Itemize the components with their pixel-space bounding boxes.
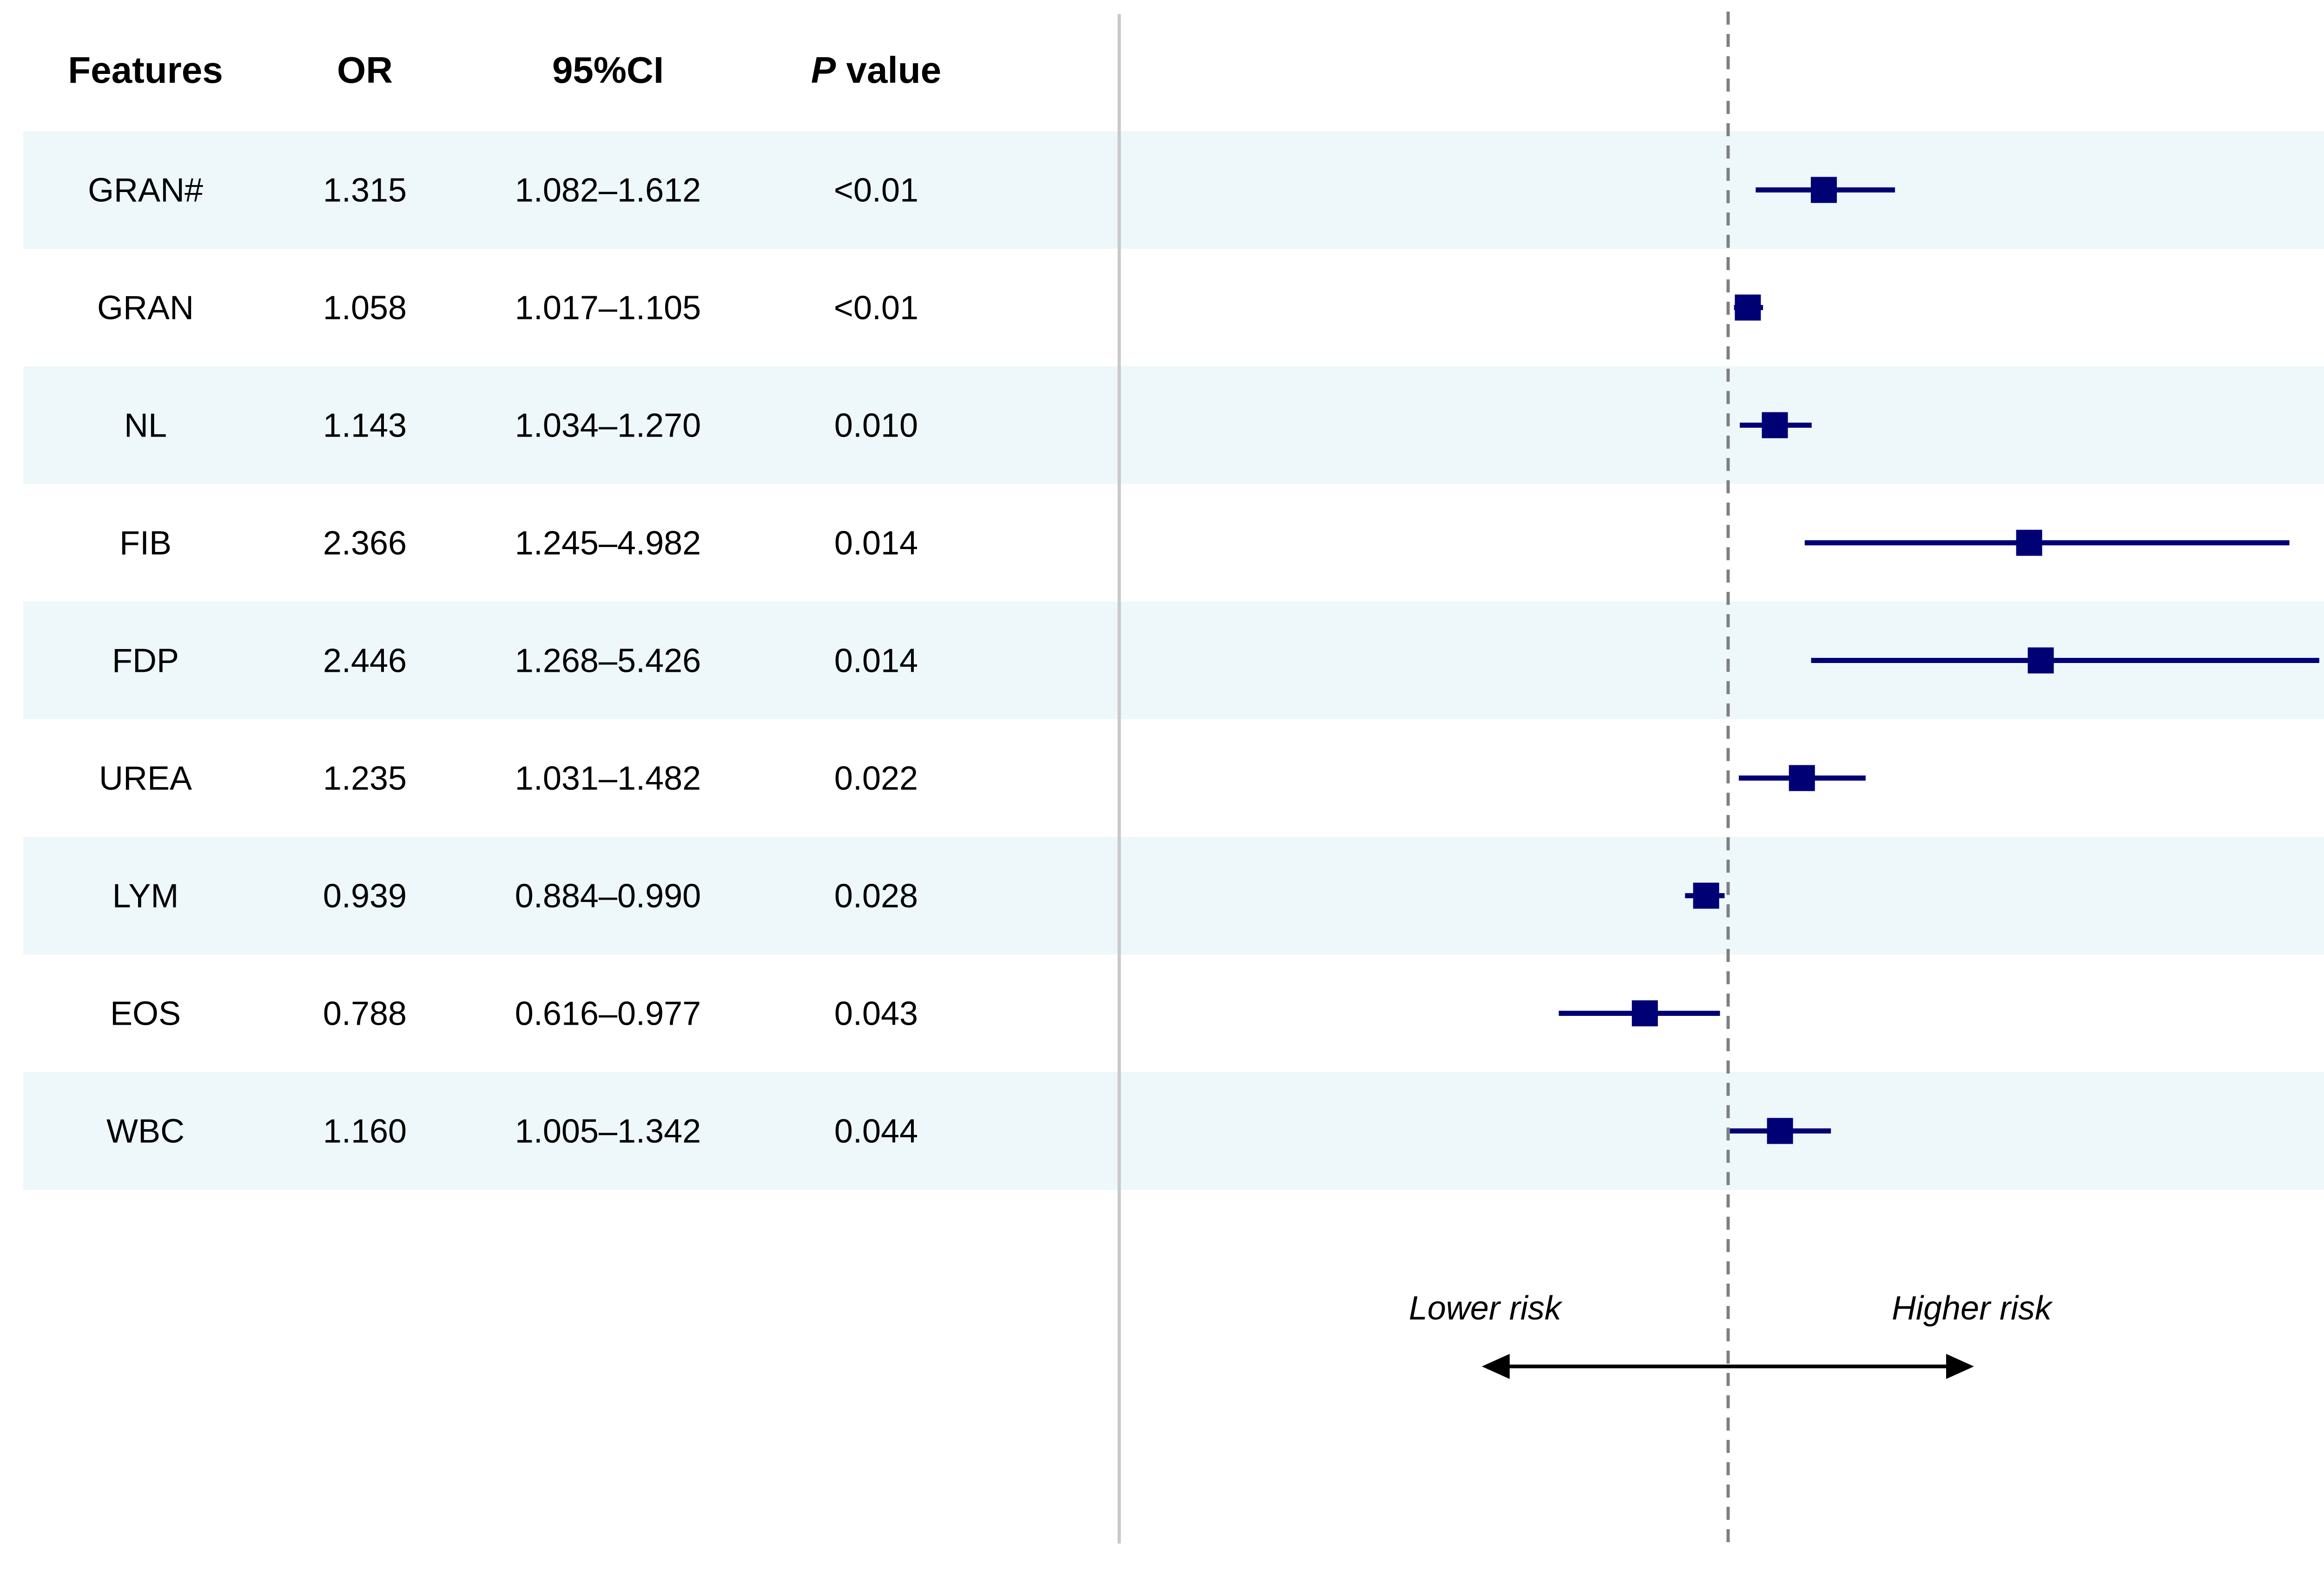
row-stripes (23, 131, 2324, 1190)
lower-risk-label: Lower risk (1409, 1290, 1563, 1327)
arrowhead-right (1946, 1354, 1974, 1379)
feature-label: WBC (106, 1113, 185, 1150)
table-header: Features OR 95%CI P value (68, 49, 941, 91)
or-value: 0.788 (323, 995, 407, 1033)
p-value: 0.014 (834, 525, 918, 562)
p-value: <0.01 (834, 172, 918, 209)
feature-label: LYM (112, 878, 179, 915)
ci-value: 1.082–1.612 (515, 172, 701, 209)
or-value: 1.235 (323, 760, 407, 797)
header-or: OR (337, 49, 393, 91)
p-value: 0.014 (834, 643, 918, 680)
or-value: 1.160 (323, 1113, 407, 1150)
higher-risk-label: Higher risk (1892, 1290, 2053, 1327)
row-stripe (23, 131, 2324, 249)
p-value: 0.010 (834, 407, 918, 444)
header-features: Features (68, 49, 223, 91)
ci-value: 1.017–1.105 (515, 290, 701, 327)
ci-value: 1.034–1.270 (515, 407, 701, 444)
or-value: 1.315 (323, 172, 407, 209)
or-point (1762, 412, 1788, 438)
arrowhead-left (1482, 1354, 1510, 1379)
or-value: 1.143 (323, 407, 407, 444)
row-stripe (23, 1072, 2324, 1190)
p-value: 0.022 (834, 760, 918, 797)
p-value: 0.043 (834, 995, 918, 1033)
ci-value: 1.245–4.982 (515, 525, 701, 562)
risk-annotation: Lower risk Higher risk (1409, 1290, 2053, 1379)
feature-label: FDP (112, 643, 179, 680)
or-value: 1.058 (323, 290, 407, 327)
ci-value: 1.268–5.426 (515, 643, 701, 680)
or-point (2027, 647, 2054, 674)
header-p-italic: P (811, 49, 836, 91)
feature-label: FIB (119, 525, 172, 562)
feature-label: EOS (110, 995, 181, 1033)
or-point (1735, 294, 1761, 321)
or-point (1693, 882, 1719, 909)
or-point (2016, 530, 2042, 556)
or-value: 2.366 (323, 525, 407, 562)
feature-label: GRAN (97, 290, 194, 327)
or-value: 2.446 (323, 643, 407, 680)
or-point (1631, 1000, 1658, 1027)
header-ci: 95%CI (552, 49, 664, 91)
ci-value: 1.031–1.482 (515, 760, 701, 797)
feature-label: GRAN# (88, 172, 203, 209)
header-p-value: P value (811, 49, 941, 91)
header-p-rest: value (836, 49, 941, 91)
feature-label: UREA (99, 760, 192, 797)
ci-value: 0.884–0.990 (515, 878, 701, 915)
row-stripe (23, 366, 2324, 484)
feature-label: NL (124, 407, 167, 444)
p-value: <0.01 (834, 290, 918, 327)
or-point (1767, 1118, 1793, 1144)
table-rows: GRAN# 1.315 1.082–1.612 <0.01 GRAN 1.058 1.017… (88, 172, 918, 1150)
p-value: 0.044 (834, 1113, 918, 1150)
row-stripe (23, 837, 2324, 955)
ci-value: 0.616–0.977 (515, 995, 701, 1033)
or-value: 0.939 (323, 878, 407, 915)
or-point (1789, 765, 1815, 791)
p-value: 0.028 (834, 878, 918, 915)
forest-marks (1558, 177, 2319, 1144)
ci-value: 1.005–1.342 (515, 1113, 701, 1150)
or-point (1810, 177, 1837, 203)
